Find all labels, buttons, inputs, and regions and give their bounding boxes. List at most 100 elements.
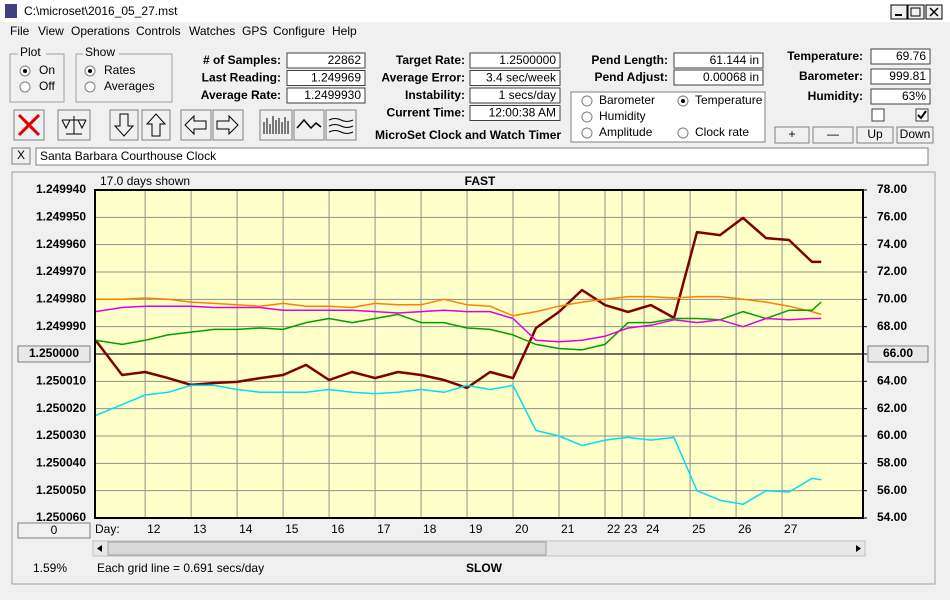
legend-radio[interactable] [581,95,593,107]
checkbox[interactable] [871,108,885,122]
field-box[interactable] [469,105,561,121]
field-box[interactable] [286,87,366,104]
y2-tick-label: 64.00 [877,374,907,388]
y-tick-label: 1.250030 [36,428,86,442]
slow-label: SLOW [466,561,503,575]
center-button[interactable] [867,345,929,363]
field-box[interactable] [870,48,931,65]
legend-radio-dot [681,99,685,103]
menu-item[interactable]: Controls [136,24,181,38]
field-box[interactable] [870,88,931,105]
menu-item[interactable]: Operations [71,24,130,38]
scroll-thumb[interactable] [107,541,547,556]
radio-button[interactable] [84,81,96,93]
window-title: C:\microset\2016_05_27.mst [24,4,178,18]
field-box[interactable] [870,68,931,85]
menu-item[interactable]: Help [332,24,357,38]
down-button[interactable] [109,109,139,141]
menu-item[interactable]: Watches [189,24,235,38]
close-clock-button[interactable] [11,147,31,165]
radio-label: On [39,63,55,77]
plot-group-box [9,53,65,103]
legend-radio[interactable] [677,127,689,139]
y-tick-label: 1.250020 [36,401,86,415]
field-label: Instability: [405,88,465,102]
x-tick-label: 24 [646,522,660,536]
y-tick-label: 1.249960 [36,237,86,251]
field-value: 1.249969 [311,71,361,85]
legend-radio[interactable] [581,127,593,139]
field-box[interactable] [673,52,764,69]
series-line [95,384,822,506]
menu-item[interactable]: GPS [242,24,267,38]
checkbox-check [917,110,927,120]
menu-item[interactable]: View [38,24,64,38]
legend-label: Clock rate [695,125,749,139]
up-button[interactable] [141,109,171,141]
scrollbar[interactable] [92,540,866,557]
field-label: # of Samples: [203,53,281,67]
x-tick-label: 16 [331,522,345,536]
x-tick-label: 13 [193,522,207,536]
scroll-value-button[interactable] [17,522,91,539]
adjust-button[interactable] [812,126,854,144]
maximize-button[interactable] [907,4,925,20]
title-bar [0,0,950,22]
y2-tick-label: 58.00 [877,456,907,470]
series [94,216,822,506]
y2-tick-label: 78.00 [877,182,907,196]
x-tick-label: 25 [692,522,706,536]
field-label: Barometer: [799,69,863,83]
toolbar[interactable] [13,109,357,141]
show-group-label: Show [85,45,115,59]
y2-tick-label: 62.00 [877,401,907,415]
fast-label: FAST [465,174,496,188]
field-value: 1.2500000 [499,53,556,67]
menu-item[interactable]: Configure [273,24,325,38]
sensor-box [570,91,766,143]
menu-item[interactable]: File [10,24,30,38]
radio-button[interactable] [19,81,31,93]
clock-name-field[interactable] [35,147,929,166]
adjust-button-label: Down [900,127,931,141]
y-tick-label: 1.250050 [36,483,86,497]
field-box[interactable] [469,87,561,104]
clock-name: Santa Barbara Courthouse Clock [40,149,217,163]
field-box[interactable] [286,70,366,86]
y-tick-label: 1.249980 [36,292,86,306]
field-value: 22862 [328,53,362,67]
adjust-button[interactable] [896,126,934,144]
legend-radio[interactable] [581,111,593,123]
field-value: 3.4 sec/week [486,71,557,85]
y2-tick-label: 76.00 [877,210,907,224]
adjust-button[interactable] [774,126,810,144]
window-controls[interactable] [890,4,943,20]
x-tick-label: 12 [147,522,161,536]
radio-button-dot [88,69,92,73]
legend-label: Barometer [599,93,655,107]
grid-note: Each grid line = 0.691 secs/day [97,561,264,575]
field-label: Target Rate: [396,53,465,67]
adjust-button-label: + [788,127,795,141]
adjust-button[interactable] [856,126,894,144]
show-group-box [75,53,173,103]
y2-tick-label: 74.00 [877,237,907,251]
x-tick-label: 23 [624,522,638,536]
legend-label: Amplitude [599,125,653,139]
field-value: 63% [902,89,926,103]
field-label: Humidity: [808,89,863,103]
center-button[interactable] [17,345,91,363]
radio-button-dot [23,69,27,73]
minimize-button[interactable] [890,4,908,20]
series-line [95,301,822,351]
field-label: Current Time: [387,106,465,120]
app-icon [5,4,17,18]
field-box[interactable] [469,52,561,69]
field-box[interactable] [469,70,561,86]
field-box[interactable] [286,52,366,69]
field-value: 999.81 [889,69,926,83]
field-box[interactable] [673,69,764,86]
y-tick-label: 1.250010 [36,374,86,388]
